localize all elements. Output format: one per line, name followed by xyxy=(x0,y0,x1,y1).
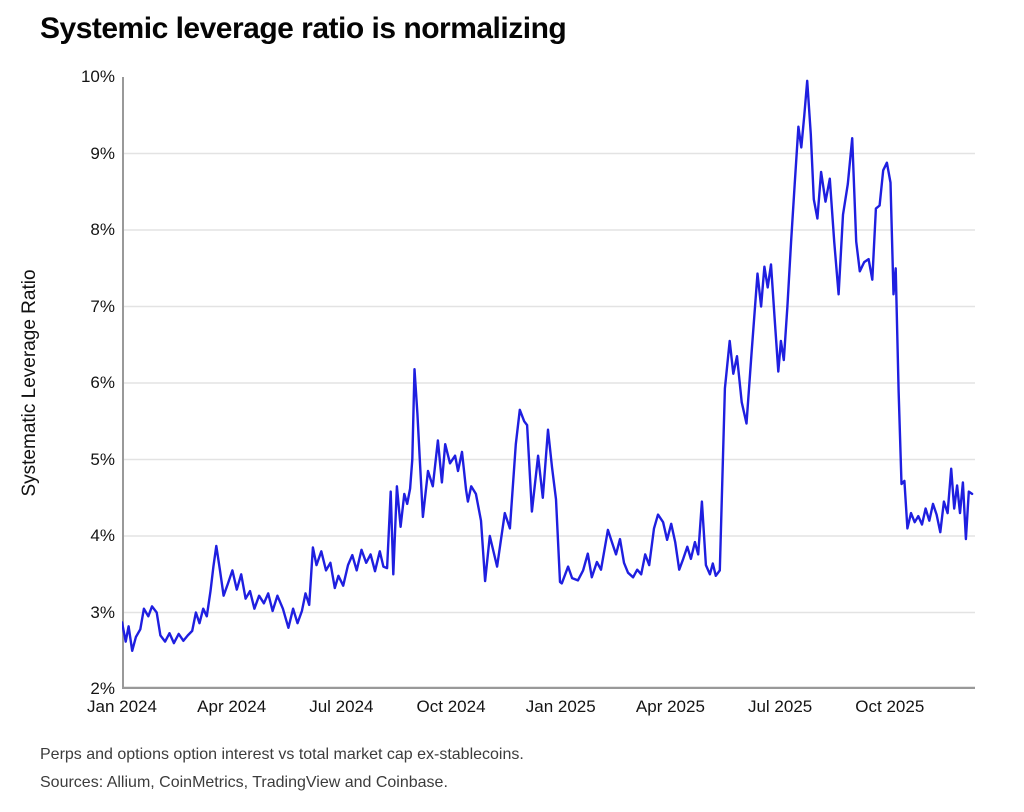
chart-canvas xyxy=(122,77,975,689)
y-tick-label: 10% xyxy=(80,67,115,86)
y-tick-label: 4% xyxy=(90,526,115,545)
y-tick-label: 9% xyxy=(90,143,115,163)
y-tick-label: 6% xyxy=(90,373,115,392)
x-tick-label: Oct 2025 xyxy=(855,697,925,716)
y-tick-label: 8% xyxy=(90,220,115,239)
plot-area xyxy=(122,77,975,689)
y-axis-title: Systematic Leverage Ratio xyxy=(19,269,40,497)
x-tick-label: Jan 2025 xyxy=(525,697,596,716)
y-tick-label: 3% xyxy=(90,602,115,622)
x-tick-label: Jul 2025 xyxy=(747,697,813,716)
leverage-ratio-line xyxy=(122,79,974,652)
chart-title: Systemic leverage ratio is normalizing xyxy=(40,12,567,45)
y-tick-label: 2% xyxy=(90,679,115,698)
y-tick-label: 7% xyxy=(90,296,115,316)
x-tick-label: Oct 2024 xyxy=(416,697,486,716)
x-tick-label: Apr 2025 xyxy=(635,697,705,716)
chart-sources: Sources: Allium, CoinMetrics, TradingVie… xyxy=(40,774,448,791)
x-tick-label: Apr 2024 xyxy=(197,697,267,716)
chart-footnote: Perps and options option interest vs tot… xyxy=(40,746,524,763)
x-tick-label: Jul 2024 xyxy=(309,697,374,716)
y-tick-label: 5% xyxy=(90,449,115,469)
x-tick-label: Jan 2024 xyxy=(87,697,157,716)
